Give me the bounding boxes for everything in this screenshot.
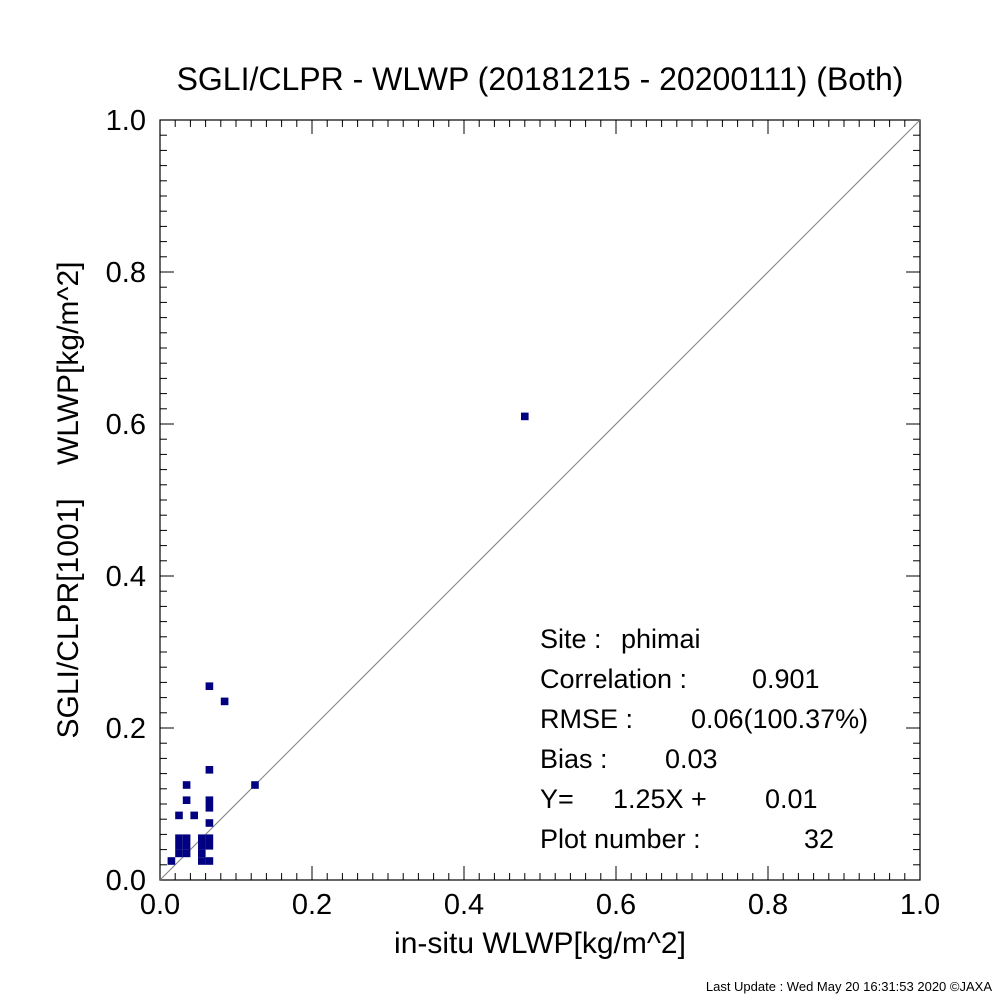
data-point (182, 842, 191, 850)
data-point (167, 857, 176, 865)
one-to-one-line (159, 119, 921, 881)
plot-number-label: Plot number : (540, 824, 701, 854)
data-point (175, 811, 183, 820)
data-point (175, 842, 183, 850)
data-point (205, 766, 214, 774)
rmse-label: RMSE : (540, 704, 633, 734)
x-tick-label: 0.2 (292, 889, 332, 921)
data-point (182, 796, 191, 804)
data-point (198, 849, 206, 858)
tick-marks (159, 119, 921, 881)
x-tick-labels: 0.0 0.2 0.4 0.6 0.8 1.0 (140, 889, 940, 921)
data-point (198, 834, 206, 842)
fit-slope: 1.25X + (613, 784, 707, 814)
y-tick-label: 0.0 (106, 865, 146, 897)
data-point (175, 834, 183, 842)
x-tick-label: 0.4 (444, 889, 484, 921)
data-point (521, 412, 529, 421)
last-update-footer: Last Update : Wed May 20 16:31:53 2020 ©… (705, 979, 992, 994)
x-tick-label: 1.0 (900, 889, 940, 921)
fit-intercept: 0.01 (765, 784, 818, 814)
y-tick-label: 0.2 (106, 713, 146, 745)
data-point (190, 811, 198, 820)
y-tick-label: 0.8 (106, 257, 146, 289)
y-tick-labels: 0.0 0.2 0.4 0.6 0.8 1.0 (106, 105, 146, 897)
y-axis-label: SGLI/CLPR[1001] WLWP[kg/m^2] (52, 261, 85, 738)
bias-value: 0.03 (665, 744, 718, 774)
data-point (182, 781, 191, 789)
x-tick-label: 0.0 (140, 889, 180, 921)
data-point (220, 697, 229, 706)
stats-box: Site : phimai Correlation : 0.901 RMSE :… (540, 624, 868, 854)
x-tick-label: 0.6 (596, 889, 636, 921)
data-point (175, 849, 183, 858)
correlation-value: 0.901 (752, 664, 820, 694)
correlation-label: Correlation : (540, 664, 687, 694)
data-points (167, 412, 529, 865)
plot-frame (159, 119, 921, 881)
data-point (205, 682, 214, 690)
chart-title: SGLI/CLPR - WLWP (20181215 - 20200111) (… (177, 61, 904, 97)
fit-label: Y= (540, 784, 574, 814)
rmse-value: 0.06(100.37%) (691, 704, 868, 734)
data-point (182, 849, 191, 858)
bias-label: Bias : (540, 744, 608, 774)
y-tick-label: 0.6 (106, 409, 146, 441)
x-tick-label: 0.8 (748, 889, 788, 921)
y-tick-label: 1.0 (106, 105, 146, 137)
data-point (251, 781, 259, 789)
data-point (205, 857, 214, 865)
data-point (198, 842, 206, 850)
y-tick-label: 0.4 (106, 561, 146, 593)
plot-number-value: 32 (804, 824, 834, 854)
data-point (205, 796, 214, 804)
x-axis-label: in-situ WLWP[kg/m^2] (394, 927, 686, 960)
data-point (205, 842, 214, 850)
site-value: phimai (621, 624, 701, 654)
site-label: Site : (540, 624, 602, 654)
data-point (198, 857, 206, 865)
data-point (205, 834, 214, 842)
data-point (205, 804, 214, 812)
data-point (205, 819, 214, 827)
data-point (182, 834, 191, 842)
